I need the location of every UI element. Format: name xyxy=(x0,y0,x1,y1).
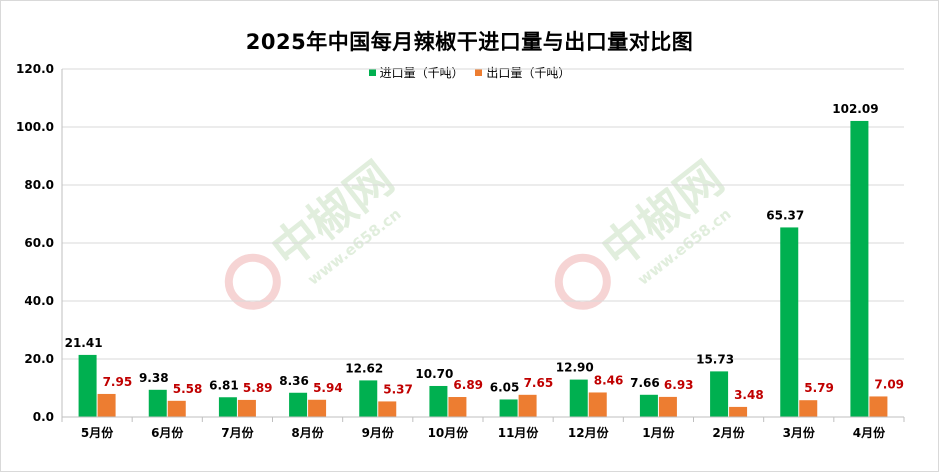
x-tick-label: 11月份 xyxy=(498,425,540,440)
import-data-label: 8.36 xyxy=(279,374,309,388)
x-tick-label: 8月份 xyxy=(291,425,324,440)
import-data-label: 6.81 xyxy=(209,378,239,392)
x-tick-label: 9月份 xyxy=(362,425,395,440)
import-bar xyxy=(148,389,167,417)
import-bar xyxy=(78,354,97,417)
x-tick-label: 3月份 xyxy=(783,425,816,440)
y-tick-label: 120.0 xyxy=(16,62,54,76)
export-data-label: 8.46 xyxy=(594,373,624,387)
import-data-label: 12.90 xyxy=(556,361,594,375)
export-data-label: 5.79 xyxy=(804,381,834,395)
import-data-label: 21.41 xyxy=(65,336,103,350)
y-tick-label: 40.0 xyxy=(24,294,54,308)
import-bar xyxy=(710,371,729,417)
y-tick-label: 0.0 xyxy=(33,410,54,424)
x-tick-label: 5月份 xyxy=(81,425,114,440)
y-tick-label: 100.0 xyxy=(16,120,54,134)
export-data-label: 7.95 xyxy=(103,375,133,389)
import-bar xyxy=(639,394,658,417)
import-data-label: 6.05 xyxy=(490,380,520,394)
watermark-e-icon xyxy=(554,253,611,310)
x-tick-label: 1月份 xyxy=(642,425,675,440)
import-bar xyxy=(850,120,869,418)
import-bar xyxy=(499,399,518,417)
export-bar xyxy=(869,396,888,417)
import-data-label: 12.62 xyxy=(345,361,383,375)
import-data-label: 9.38 xyxy=(139,371,169,385)
bars-layer xyxy=(78,120,888,418)
export-bar xyxy=(518,394,537,417)
import-data-label: 10.70 xyxy=(415,367,453,381)
export-bar xyxy=(588,392,607,417)
export-data-label: 7.65 xyxy=(524,376,554,390)
y-tick-label: 80.0 xyxy=(24,178,54,192)
import-bar xyxy=(359,380,378,417)
import-data-label: 102.09 xyxy=(832,102,878,116)
x-tick-label: 12月份 xyxy=(568,425,610,440)
x-tick-label: 4月份 xyxy=(853,425,886,440)
export-data-label: 3.48 xyxy=(734,388,764,402)
export-bar xyxy=(799,400,818,417)
export-data-label: 5.89 xyxy=(243,381,273,395)
chart-title: 2025年中国每月辣椒干进口量与出口量对比图 xyxy=(245,30,694,54)
export-data-label: 6.89 xyxy=(453,378,483,392)
import-bar xyxy=(289,392,308,417)
export-data-label: 7.09 xyxy=(874,377,904,391)
legend-swatch-import xyxy=(368,69,376,76)
import-data-label: 7.66 xyxy=(630,376,660,390)
y-tick-label: 20.0 xyxy=(24,352,54,366)
x-tick-label: 2月份 xyxy=(712,425,745,440)
export-bar xyxy=(658,396,677,417)
x-axis: 5月份 6月份 7月份 8月份 9月份 10月份 11月份 12月份 1月份 2月份 3月份 4月份 xyxy=(61,416,905,440)
data-labels-layer: 21.417.95 9.385.58 6.81 5.898.365.9412.625.… xyxy=(65,102,904,402)
export-data-label: 5.94 xyxy=(313,381,343,395)
export-data-label: 6.93 xyxy=(664,378,694,392)
import-bar xyxy=(569,379,588,417)
import-data-label: 15.73 xyxy=(696,352,734,366)
x-tick-label: 7月份 xyxy=(221,425,254,440)
x-tick-label: 10月份 xyxy=(428,425,470,440)
export-bar xyxy=(378,401,397,417)
import-bar xyxy=(780,227,799,417)
import-bar xyxy=(429,385,448,417)
watermark-e-icon xyxy=(224,253,281,310)
export-bar xyxy=(729,406,748,417)
export-bar xyxy=(448,397,467,417)
y-tick-label: 60.0 xyxy=(24,236,54,250)
import-bar xyxy=(218,397,237,417)
legend-swatch-export xyxy=(475,69,483,76)
export-data-label: 5.37 xyxy=(383,382,413,396)
export-bar xyxy=(167,400,186,417)
import-data-label: 65.37 xyxy=(766,208,804,222)
gridlines xyxy=(62,68,904,360)
export-data-label: 5.58 xyxy=(173,382,203,396)
y-axis: 0.0 20.0 40.0 60.0 80.0 100.0 120.0 xyxy=(16,62,63,424)
export-bar xyxy=(308,399,327,417)
export-bar xyxy=(97,393,116,417)
x-tick-label: 6月份 xyxy=(151,425,184,440)
export-bar xyxy=(237,399,256,417)
